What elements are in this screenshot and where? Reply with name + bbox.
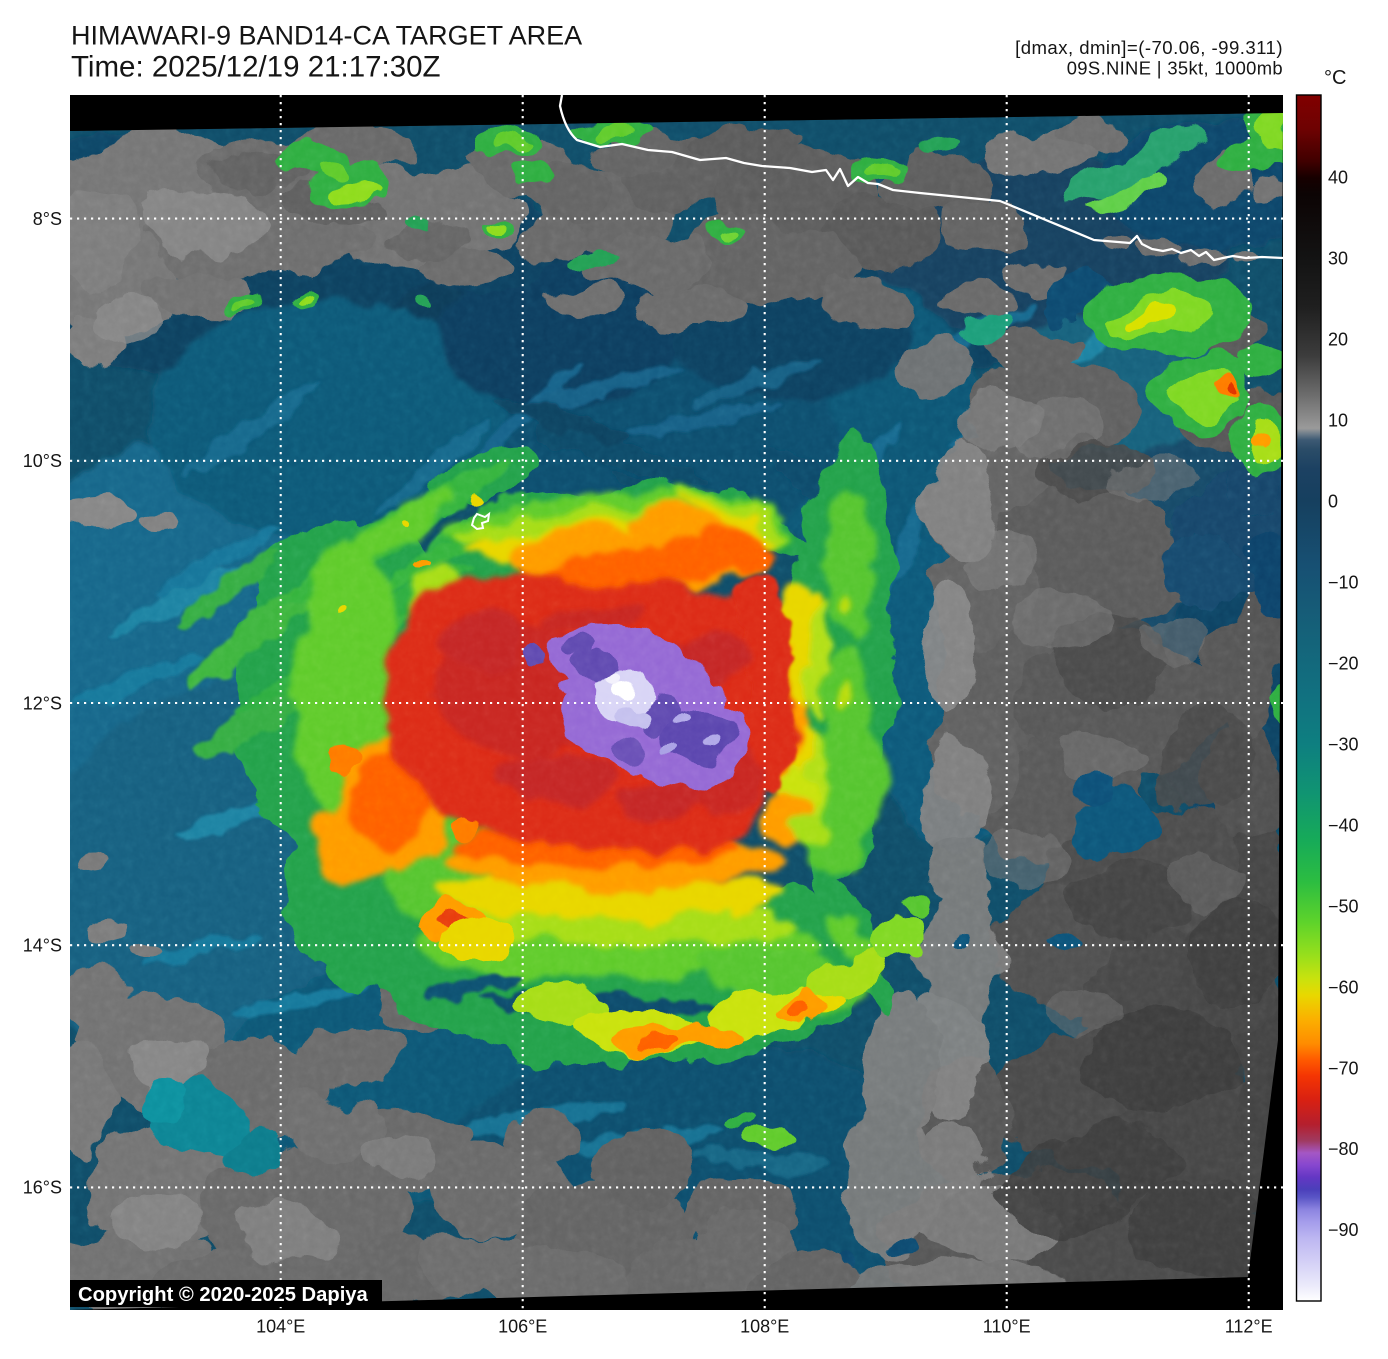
svg-text:−40: −40 [1328,815,1359,835]
svg-text:16°S: 16°S [23,1178,62,1198]
svg-text:09S.NINE | 35kt, 1000mb: 09S.NINE | 35kt, 1000mb [1067,58,1283,79]
svg-text:[dmax, dmin]=(-70.06, -99.311): [dmax, dmin]=(-70.06, -99.311) [1015,37,1283,58]
svg-text:14°S: 14°S [23,936,62,956]
svg-text:Copyright © 2020-2025 Dapiya: Copyright © 2020-2025 Dapiya [78,1284,369,1306]
svg-text:−10: −10 [1328,573,1359,593]
svg-text:12°S: 12°S [23,693,62,713]
svg-text:−90: −90 [1328,1220,1359,1240]
svg-text:108°E: 108°E [740,1317,789,1337]
svg-text:112°E: 112°E [1225,1317,1273,1337]
svg-text:−50: −50 [1328,896,1359,916]
svg-text:20: 20 [1328,330,1348,350]
svg-text:8°S: 8°S [33,209,62,229]
svg-text:−20: −20 [1328,653,1359,673]
svg-text:104°E: 104°E [256,1317,305,1337]
svg-text:30: 30 [1328,249,1348,269]
svg-text:Time: 2025/12/19 21:17:30Z: Time: 2025/12/19 21:17:30Z [71,51,441,84]
svg-text:0: 0 [1328,492,1338,512]
svg-text:10: 10 [1328,411,1348,431]
svg-text:HIMAWARI-9 BAND14-CA TARGET AR: HIMAWARI-9 BAND14-CA TARGET AREA [71,21,582,51]
svg-text:110°E: 110°E [983,1317,1031,1337]
svg-text:10°S: 10°S [23,451,62,471]
svg-text:−70: −70 [1328,1058,1359,1078]
svg-text:40: 40 [1328,168,1348,188]
svg-text:−80: −80 [1328,1139,1359,1159]
svg-text:106°E: 106°E [498,1317,547,1337]
svg-text:−60: −60 [1328,977,1359,997]
svg-text:°C: °C [1324,67,1346,89]
svg-text:−30: −30 [1328,734,1359,754]
